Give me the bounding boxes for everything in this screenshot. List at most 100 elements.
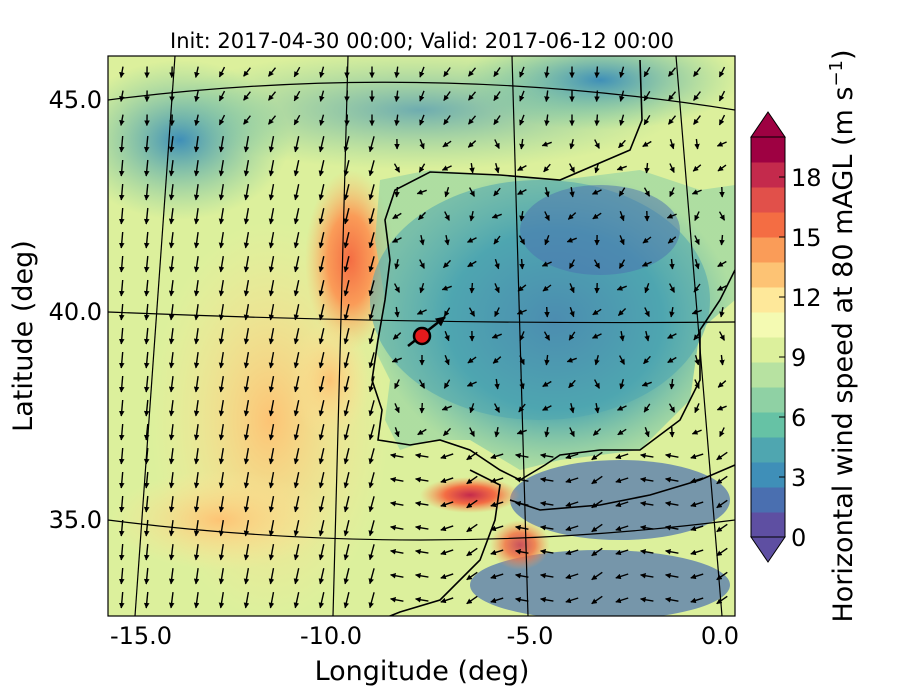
wind-vector (694, 355, 700, 366)
wind-vector (318, 160, 325, 177)
wind-vector (469, 163, 475, 174)
wind-vector (643, 187, 651, 197)
wind-vector (368, 160, 375, 177)
wind-vector (518, 403, 526, 413)
wind-vector (615, 597, 629, 604)
wind-vector (218, 279, 225, 297)
wind-vector (143, 327, 150, 345)
wind-vector (218, 543, 225, 561)
wind-vector (419, 66, 425, 78)
wind-vector (293, 90, 301, 102)
wind-vector (168, 568, 175, 585)
wind-vector (368, 544, 375, 561)
wind-vector (640, 476, 654, 483)
wind-vector (368, 280, 375, 297)
colorbar-extend-bottom (750, 536, 786, 563)
wind-vector (143, 159, 150, 177)
wind-vector (394, 427, 400, 438)
wind-vector (569, 427, 575, 438)
wind-vector (493, 235, 501, 245)
wind-vector (193, 568, 200, 585)
wind-vector (615, 525, 629, 532)
wind-vector (394, 90, 400, 102)
wind-vector (268, 207, 275, 225)
wind-vector (490, 549, 504, 556)
wind-vector (268, 135, 275, 153)
wind-vector (218, 447, 225, 465)
wind-vector (343, 352, 350, 369)
wind-vector (442, 140, 452, 148)
colorbar-tick-label: 3 (791, 464, 806, 492)
wind-vector (318, 424, 325, 441)
wind-vector (293, 304, 300, 321)
wind-vector (716, 595, 728, 605)
wind-vector (168, 520, 175, 537)
wind-vector (118, 279, 125, 297)
wind-vector (493, 67, 501, 77)
wind-vector (394, 379, 400, 390)
wind-vector (218, 255, 225, 273)
wind-vector (719, 427, 725, 438)
wind-vector (519, 210, 525, 222)
wind-vector (694, 138, 700, 150)
wind-vector (416, 309, 427, 315)
wind-vector (716, 141, 727, 147)
wind-vector (568, 379, 576, 389)
wind-vector (543, 163, 551, 173)
wind-vector (343, 448, 350, 465)
wind-vector (268, 327, 275, 345)
wind-vector (168, 400, 175, 417)
wind-vector (418, 379, 426, 389)
wind-vector (143, 279, 150, 297)
wind-vector (640, 524, 654, 531)
wind-vector (568, 259, 576, 269)
wind-vector (268, 423, 275, 441)
wind-vector (544, 306, 550, 318)
wind-vector (565, 501, 579, 508)
wind-vector (541, 141, 552, 147)
wind-vector (293, 208, 300, 225)
wind-vector (466, 237, 477, 243)
wind-vector (118, 591, 125, 609)
colorbar-tick-label: 12 (791, 284, 822, 312)
wind-vector (644, 330, 650, 342)
wind-vector (394, 186, 400, 198)
wind-vector (642, 140, 652, 148)
wind-vector (591, 475, 603, 485)
x-tick-label: 0.0 (701, 622, 739, 650)
wind-vector (694, 403, 700, 414)
wind-vector (218, 495, 225, 513)
wind-vector (343, 304, 350, 321)
wind-vector (218, 207, 225, 225)
wind-vector (143, 207, 150, 225)
wind-vector (118, 447, 125, 465)
colorbar-segment (751, 437, 785, 463)
colorbar-label-exponent: −1 (826, 60, 847, 87)
wind-vector (640, 572, 654, 579)
wind-vector (619, 379, 625, 390)
wind-vector (118, 183, 125, 201)
wind-vector (243, 447, 250, 465)
wind-vector (143, 471, 150, 489)
wind-vector (218, 591, 225, 609)
wind-vector (318, 232, 325, 249)
wind-vector (168, 256, 175, 273)
plot-frame (107, 55, 736, 617)
wind-vector (519, 258, 525, 270)
wind-vector (469, 282, 475, 294)
wind-vector (419, 259, 425, 269)
wind-vector (368, 592, 375, 609)
wind-vector (490, 477, 504, 484)
wind-vector (668, 283, 676, 293)
wind-vector (619, 330, 625, 342)
wind-vector (566, 357, 577, 363)
wind-vector (665, 548, 679, 555)
wind-vector (490, 597, 504, 604)
wind-vector (293, 520, 300, 537)
wind-vector (466, 523, 478, 533)
wind-vector (368, 328, 375, 345)
wind-vector (391, 237, 402, 243)
wind-vector (444, 186, 450, 198)
wind-vector (193, 424, 200, 441)
colorbar-segment (751, 512, 785, 538)
